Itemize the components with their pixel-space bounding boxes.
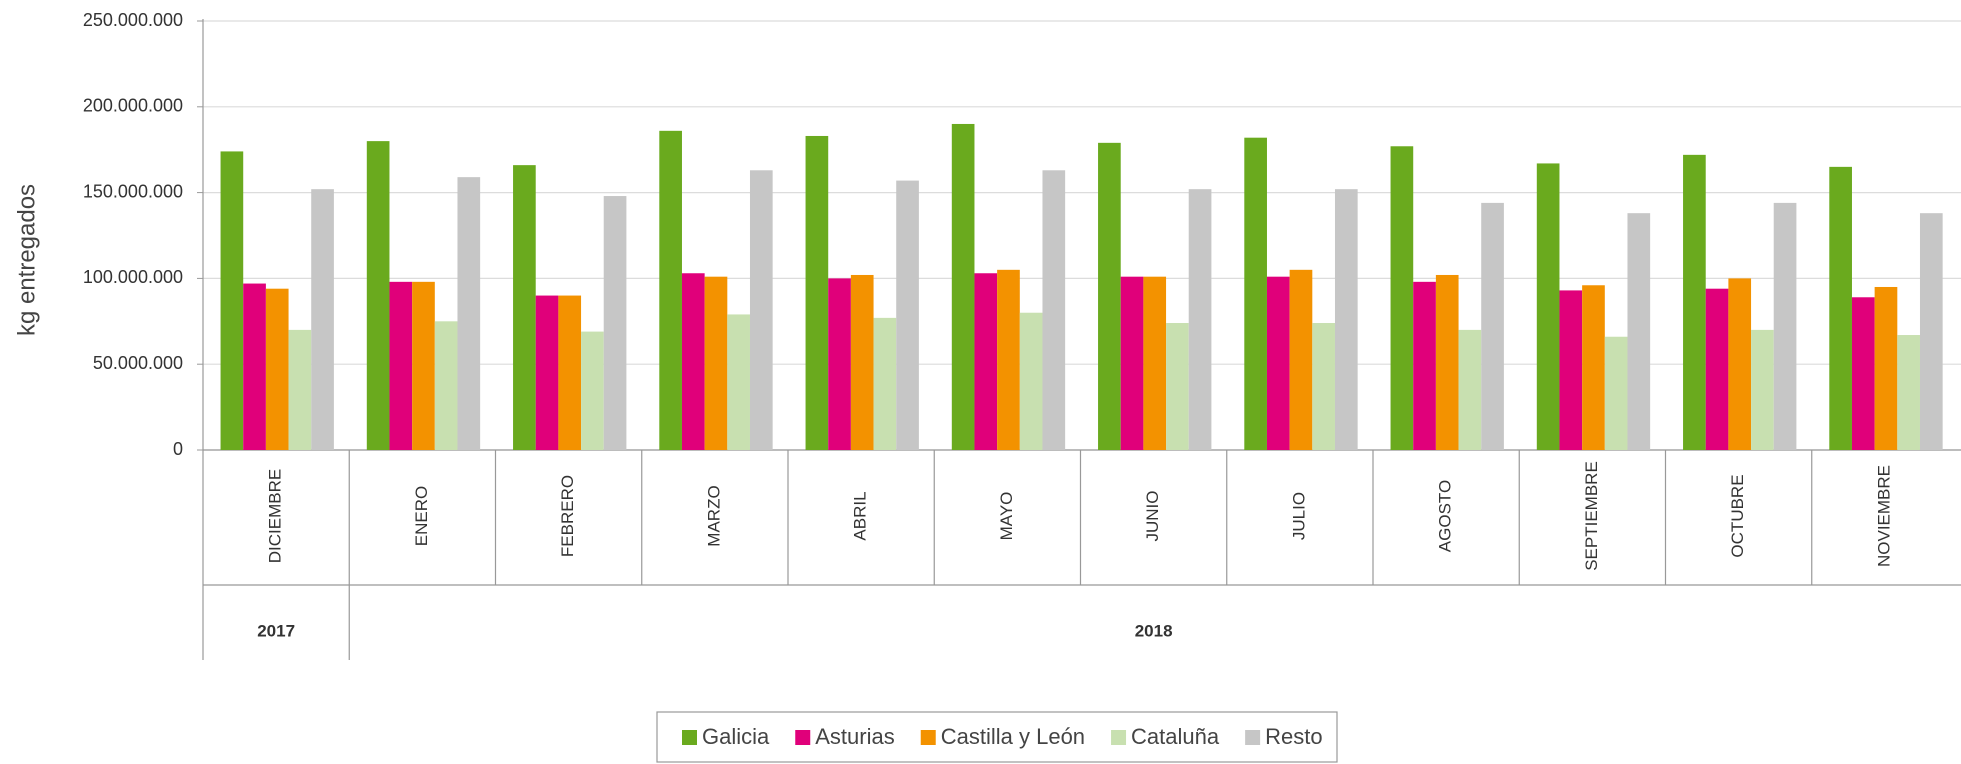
bar [1705, 288, 1729, 450]
bar [1120, 276, 1144, 450]
bar [1773, 202, 1797, 450]
bar [974, 273, 998, 450]
x-tick-label: NOVIEMBRE [1874, 465, 1893, 567]
bar [581, 331, 604, 450]
bar [1042, 170, 1066, 451]
legend-swatch [920, 730, 936, 745]
group-label: 2017 [257, 621, 295, 640]
bar [659, 130, 682, 450]
legend-box [656, 711, 1338, 763]
legend-label: Cataluña [1131, 724, 1220, 749]
bar [1334, 189, 1358, 450]
bar [805, 135, 829, 451]
bar [1536, 163, 1560, 451]
bar [997, 269, 1020, 450]
bar [1435, 274, 1459, 450]
bar [1244, 137, 1267, 451]
x-tick-label: DICIEMBRE [266, 469, 285, 563]
bar [434, 321, 458, 450]
y-tick-label: 150.000.000 [83, 181, 183, 201]
bar [1166, 323, 1189, 450]
bar [603, 196, 627, 450]
bar [896, 180, 919, 450]
bar [288, 329, 312, 450]
bar [1751, 329, 1774, 450]
bar [1143, 276, 1167, 450]
x-tick-label: JUNIO [1143, 491, 1162, 542]
bar [1098, 142, 1121, 450]
bar [513, 165, 536, 451]
bar [850, 274, 874, 450]
bar [1897, 335, 1920, 450]
bar [535, 295, 559, 450]
legend-label: Castilla y León [941, 724, 1085, 749]
bar [412, 281, 435, 450]
bar [828, 278, 851, 450]
bar [1604, 336, 1628, 450]
bar [311, 189, 334, 450]
bar [1312, 323, 1335, 450]
bar [1458, 329, 1482, 450]
bar [1390, 146, 1414, 450]
bar [951, 123, 975, 451]
y-tick-label: 250.000.000 [83, 10, 183, 30]
bar [1829, 166, 1852, 451]
legend-label: Resto [1265, 724, 1322, 749]
bar [389, 281, 413, 450]
x-tick-label: ENERO [412, 486, 431, 546]
x-tick-label: MARZO [704, 485, 723, 546]
bar [873, 317, 897, 450]
legend-label: Asturias [815, 724, 894, 749]
bar [1188, 189, 1212, 450]
bar [1289, 269, 1313, 450]
bar [1266, 276, 1290, 450]
bar [1728, 278, 1752, 450]
bar [1559, 290, 1583, 450]
group-label: 2018 [1135, 621, 1173, 640]
y-tick-label: 0 [173, 439, 183, 459]
bar [366, 141, 390, 450]
x-tick-label: JULIO [1289, 492, 1308, 540]
y-axis-title: kg entregados [13, 184, 40, 336]
bar [727, 314, 750, 450]
x-tick-label: SEPTIEMBRE [1582, 461, 1601, 571]
y-tick-label: 50.000.000 [93, 353, 183, 373]
bar [749, 170, 773, 451]
legend-swatch [1245, 730, 1261, 745]
bar [1919, 213, 1943, 450]
legend-swatch [682, 730, 697, 745]
legend-swatch [1111, 730, 1127, 745]
x-tick-label: MAYO [997, 492, 1016, 541]
legend-swatch [795, 730, 811, 745]
bar [1851, 297, 1875, 450]
bar [1874, 286, 1898, 450]
bar [1413, 281, 1436, 450]
legend-label: Galicia [702, 724, 770, 749]
x-tick-label: FEBRERO [558, 475, 577, 557]
bar [265, 288, 289, 450]
bar [704, 276, 728, 450]
x-tick-label: ABRIL [851, 491, 870, 540]
bar [1683, 154, 1706, 450]
y-tick-label: 100.000.000 [83, 267, 183, 287]
bar [457, 177, 481, 450]
x-tick-label: AGOSTO [1436, 480, 1455, 552]
bar [681, 273, 705, 450]
bar [1627, 213, 1651, 450]
bar [220, 151, 244, 450]
bar [558, 295, 582, 450]
y-tick-label: 200.000.000 [83, 96, 183, 116]
bar [1582, 285, 1605, 450]
bar [1019, 312, 1043, 450]
x-tick-label: OCTUBRE [1728, 474, 1747, 557]
bar [243, 283, 266, 450]
bar [1481, 202, 1504, 450]
